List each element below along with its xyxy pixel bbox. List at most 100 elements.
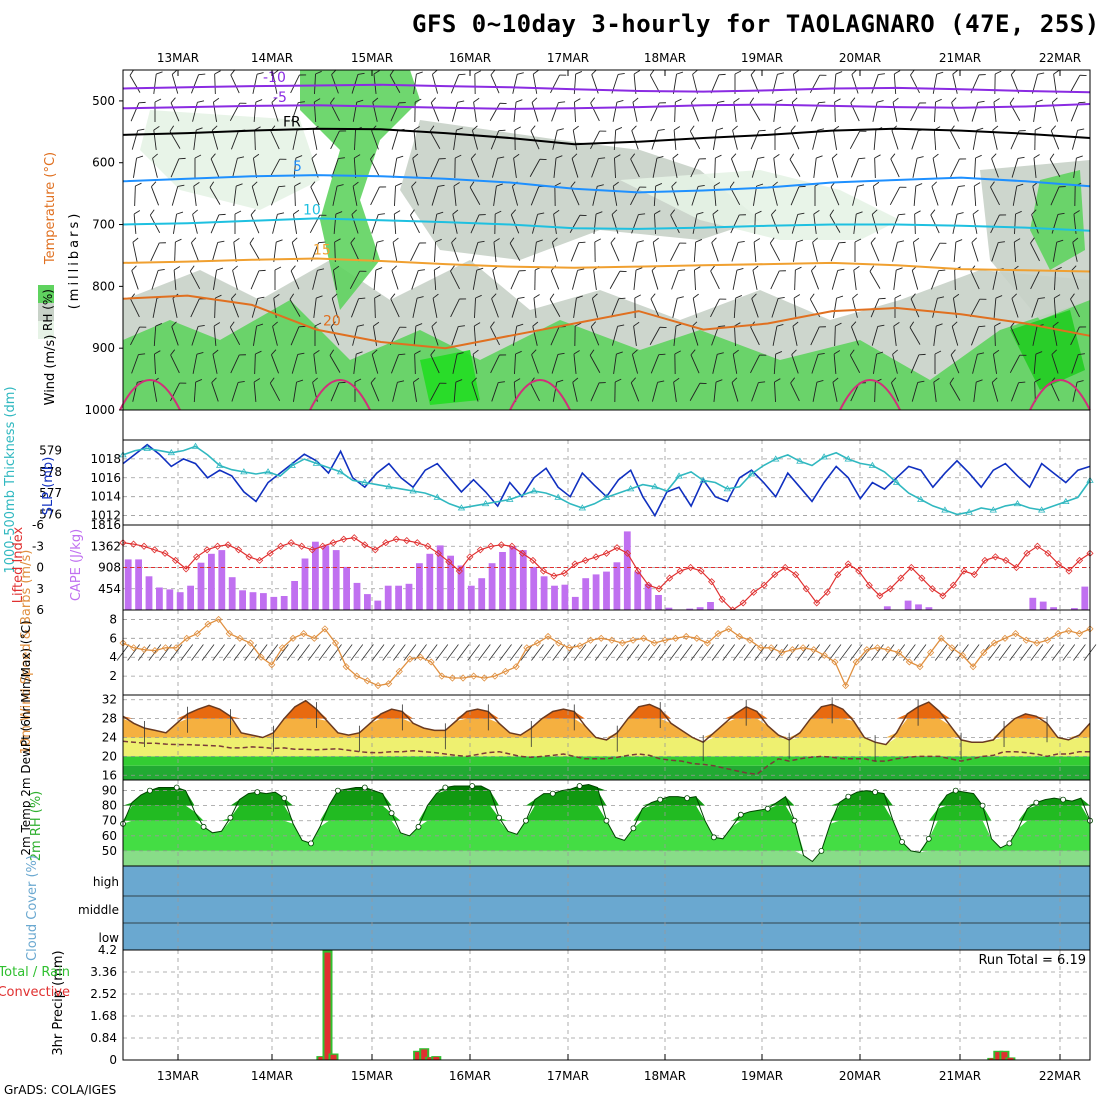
wind-barb xyxy=(551,237,559,262)
li-marker xyxy=(613,544,621,552)
wind-barb-shaft xyxy=(1032,186,1038,206)
wind-barb-flag xyxy=(395,182,402,187)
wind-barb-flag xyxy=(498,129,506,132)
wind-barb-flag xyxy=(1037,72,1045,75)
wind-barb xyxy=(871,73,885,94)
wind-barb-flag xyxy=(612,181,619,187)
wind-barb xyxy=(411,181,419,206)
wind-barb xyxy=(1050,186,1066,206)
wind-barb xyxy=(654,210,661,235)
wind-barb-shaft xyxy=(390,354,400,374)
wind-barb-shaft xyxy=(450,270,460,290)
wind-barb-shaft xyxy=(491,298,499,318)
wind-barb-shaft xyxy=(949,383,961,401)
wind-barb-shaft xyxy=(532,74,538,94)
wind-barb xyxy=(212,349,219,374)
wind-barb xyxy=(930,269,946,290)
wind-barb xyxy=(499,644,512,661)
wind-barb-flag xyxy=(959,158,967,160)
wind-barb-shaft xyxy=(171,74,179,94)
li-marker xyxy=(539,567,548,575)
wind-barb-flag xyxy=(175,238,182,243)
wind-barb xyxy=(254,644,268,661)
cape-bar xyxy=(395,585,402,610)
rh-tick-label: 60 xyxy=(102,829,117,843)
wind-barb xyxy=(371,213,385,234)
wind-barb-flag xyxy=(454,154,462,159)
wind-barb-flag xyxy=(533,294,540,299)
wind-marker xyxy=(183,634,191,642)
wind-barb-flag xyxy=(435,238,442,243)
wind-barb-shaft xyxy=(1071,354,1079,374)
wind-barb xyxy=(690,158,706,178)
wind-barb-flag xyxy=(936,71,944,75)
wind-barb xyxy=(490,354,507,374)
wind-barb xyxy=(945,644,959,661)
wind-barb-shaft xyxy=(170,382,180,402)
wind-barb xyxy=(839,644,852,661)
wind-barb-shaft xyxy=(1012,186,1018,206)
wind-barb-shaft xyxy=(874,381,876,403)
wind-barb xyxy=(554,182,561,207)
wind-barb xyxy=(514,350,522,375)
wind-barb xyxy=(390,293,400,318)
wind-barb xyxy=(297,644,310,661)
wind-barb xyxy=(130,326,147,346)
wind-barb-shaft xyxy=(890,382,900,402)
wind-barb xyxy=(350,297,366,318)
wind-barb-flag xyxy=(169,125,175,132)
wind-barb-shaft xyxy=(733,297,737,319)
wind-barb-flag xyxy=(498,381,505,383)
wind-barb-shaft xyxy=(789,159,801,177)
wind-barb xyxy=(852,184,865,206)
wind-barb-flag xyxy=(717,352,724,355)
wind-barb xyxy=(553,155,563,178)
wind-barb-flag xyxy=(833,350,841,355)
wind-barb xyxy=(170,97,180,122)
wind-barb-shaft xyxy=(833,353,837,375)
wind-marker xyxy=(459,674,467,682)
wind-barb-shaft xyxy=(710,74,720,94)
wind-barb xyxy=(370,377,380,402)
wind-barb-flag xyxy=(352,181,359,187)
wind-barb-shaft xyxy=(590,326,600,346)
wind-barb-flag xyxy=(371,349,378,355)
cape-bar xyxy=(208,553,215,610)
wind-barb xyxy=(171,321,179,346)
cape-bar xyxy=(1071,608,1078,610)
wind-barb-flag xyxy=(689,125,695,132)
wind-barb-flag xyxy=(515,99,523,103)
wind-barb-flag xyxy=(979,74,986,76)
wind-barb xyxy=(611,209,619,234)
wind-barb xyxy=(1052,239,1064,262)
wind-barb-shaft xyxy=(850,326,860,346)
wind-barb-flag xyxy=(729,181,735,188)
wind-barb-flag xyxy=(413,126,420,131)
wind-barb-shaft xyxy=(551,242,559,262)
wind-barb xyxy=(330,321,340,346)
wind-barb-shaft xyxy=(470,158,480,178)
wind-barb-flag xyxy=(210,153,216,160)
wind-barb-flag xyxy=(294,182,301,187)
wind-barb-flag xyxy=(350,237,356,244)
wind-barb-flag xyxy=(917,380,925,383)
wind-barb xyxy=(250,269,266,290)
wind-barb-flag xyxy=(138,101,146,104)
wind-barb xyxy=(211,377,219,402)
wind-barb-shaft xyxy=(550,270,560,290)
wind-marker xyxy=(119,639,127,647)
wind-barb-shaft xyxy=(490,130,500,150)
wind-barb xyxy=(672,153,679,178)
wind-barb-shaft xyxy=(190,74,200,94)
slp-tick-label: 1018 xyxy=(90,452,121,466)
wind-barb-flag xyxy=(953,293,960,299)
wind-tick-label: 6 xyxy=(109,631,117,645)
wind-barb xyxy=(573,71,583,95)
thickness-marker xyxy=(747,470,756,477)
wind-marker xyxy=(512,663,520,671)
wind-barb-shaft xyxy=(1031,214,1039,234)
wind-barb xyxy=(491,156,505,178)
wind-barb-flag xyxy=(891,377,897,383)
wind-barb-shaft xyxy=(511,298,519,318)
wind-barb xyxy=(614,154,621,179)
